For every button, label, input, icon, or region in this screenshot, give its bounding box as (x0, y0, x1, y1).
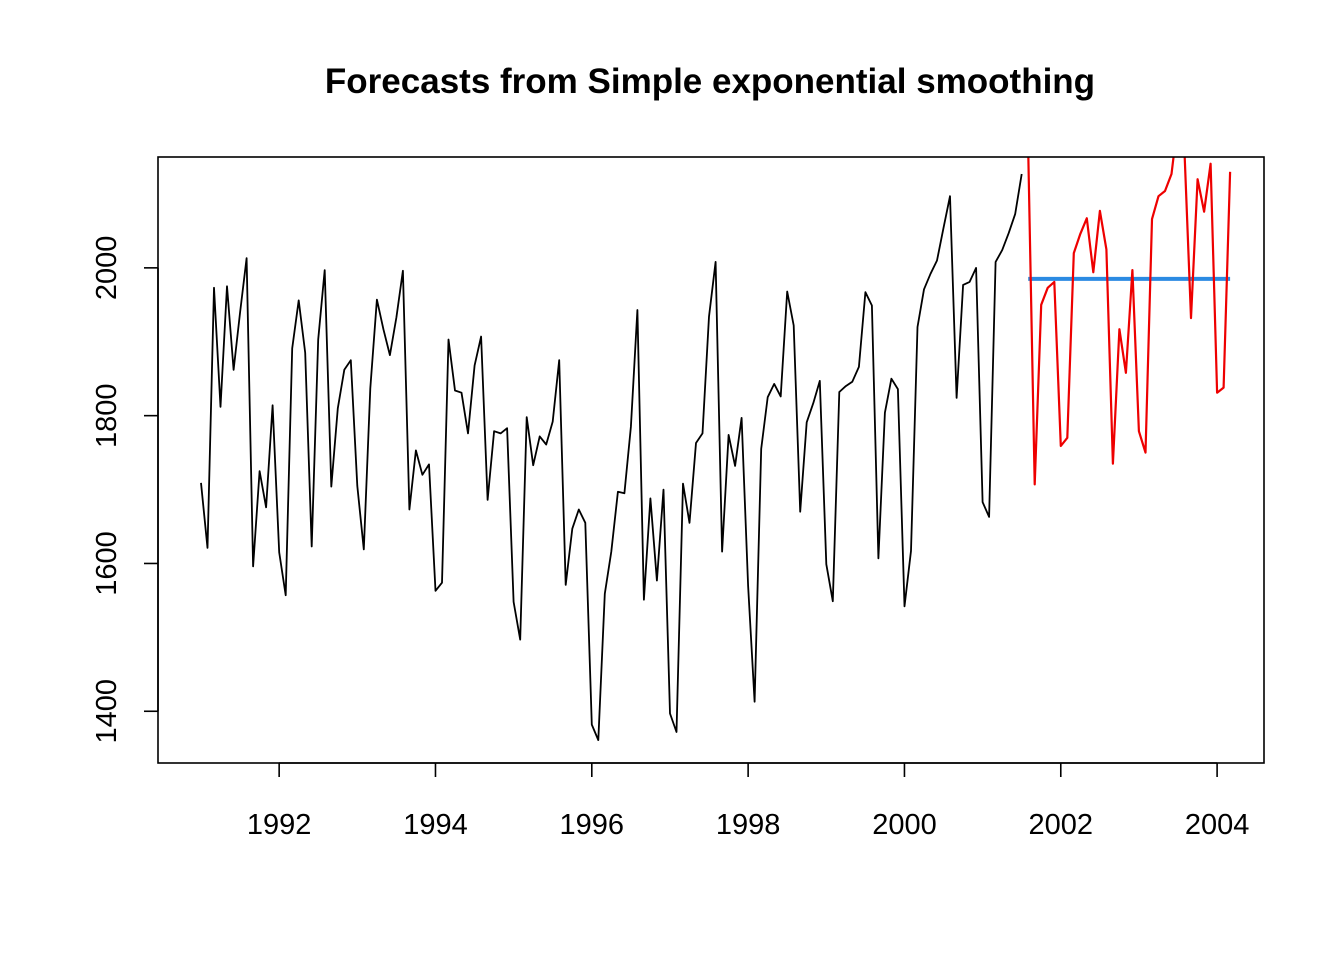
y-axis: 1400 1600 1800 2000 (91, 236, 159, 744)
x-tick-label: 1998 (716, 809, 781, 841)
series-layer (200, 157, 1232, 741)
y-tick-label: 2000 (91, 236, 123, 301)
interval-series-line (1027, 157, 1232, 486)
x-tick-label: 2002 (1029, 809, 1094, 841)
x-tick-label: 2000 (872, 809, 937, 841)
plot-frame (157, 156, 1265, 764)
observed-series-line (200, 173, 1023, 741)
y-tick-label: 1800 (91, 383, 123, 448)
chart-title: Forecasts from Simple exponential smooth… (325, 62, 1095, 101)
x-tick-label: 1996 (560, 809, 625, 841)
x-axis: 1992 1994 1996 1998 2000 2002 2004 (247, 762, 1250, 841)
x-tick-label: 2004 (1185, 809, 1250, 841)
x-tick-label: 1992 (247, 809, 312, 841)
x-tick-label: 1994 (403, 809, 468, 841)
y-tick-label: 1600 (91, 531, 123, 596)
y-tick-label: 1400 (91, 679, 123, 744)
